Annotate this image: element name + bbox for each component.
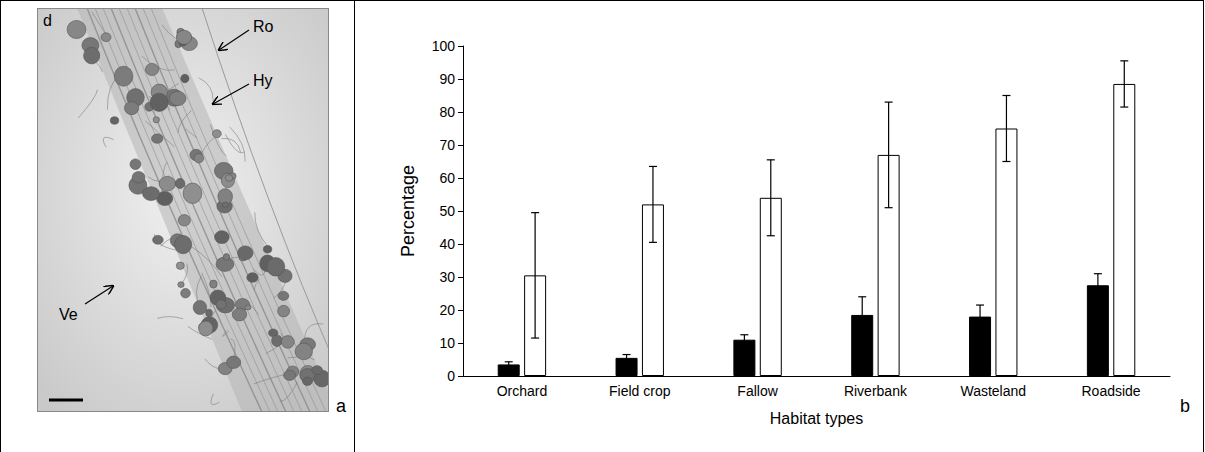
svg-text:80: 80: [439, 104, 455, 120]
svg-text:40: 40: [439, 236, 455, 252]
svg-text:70: 70: [439, 137, 455, 153]
svg-text:50: 50: [439, 203, 455, 219]
svg-text:60: 60: [439, 170, 455, 186]
svg-text:Hy: Hy: [253, 72, 273, 89]
svg-text:20: 20: [439, 302, 455, 318]
svg-text:10: 10: [439, 335, 455, 351]
svg-text:Orchard: Orchard: [497, 383, 548, 399]
svg-text:d: d: [43, 12, 52, 29]
svg-text:90: 90: [439, 71, 455, 87]
svg-text:100: 100: [432, 38, 456, 54]
svg-text:Fallow: Fallow: [737, 383, 778, 399]
html-text:a: a: [336, 396, 346, 416]
svg-text:Ve: Ve: [59, 306, 78, 323]
svg-text:30: 30: [439, 269, 455, 285]
svg-text:Ro: Ro: [253, 18, 274, 35]
html-text:b: b: [1180, 396, 1190, 416]
svg-text:Roadside: Roadside: [1082, 383, 1141, 399]
svg-text:0: 0: [447, 368, 455, 384]
svg-text:Field crop: Field crop: [609, 383, 671, 399]
svg-text:Habitat types: Habitat types: [770, 410, 863, 427]
svg-text:Riverbank: Riverbank: [844, 383, 908, 399]
svg-text:Percentage: Percentage: [398, 165, 418, 257]
svg-text:Wasteland: Wasteland: [960, 383, 1026, 399]
